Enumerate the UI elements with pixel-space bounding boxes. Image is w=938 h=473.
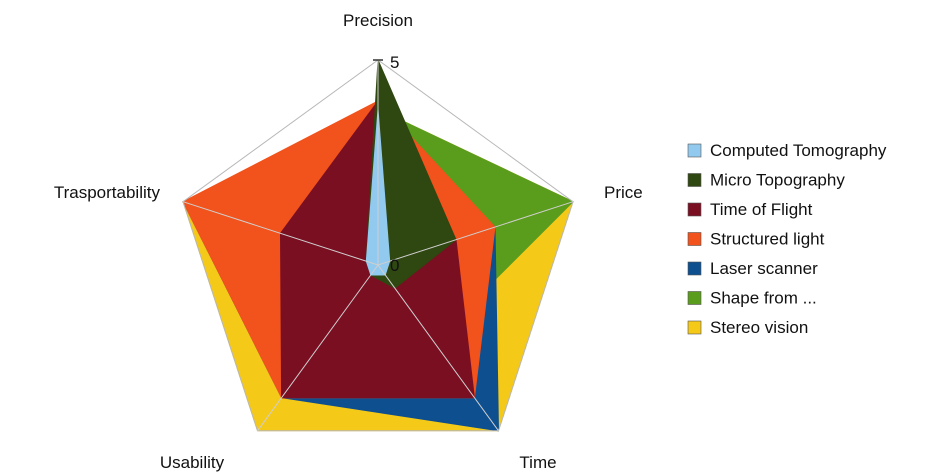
tick-label-max: 5: [390, 53, 399, 72]
legend-label-micro-topography: Micro Topography: [710, 171, 845, 190]
legend-swatch-micro-topography: [687, 173, 702, 187]
legend-label-time-of-flight: Time of Flight: [710, 200, 813, 219]
legend-swatch-shape-from: [687, 291, 702, 305]
series-layer: [182, 59, 574, 432]
legend-label-structured-light: Structured light: [710, 230, 825, 249]
legend-label-stereo-vision: Stereo vision: [710, 318, 808, 337]
spoke-time: [377, 264, 499, 432]
axis-label-trasportability: Trasportability: [54, 183, 161, 202]
legend-label-shape-from: Shape from ...: [710, 289, 817, 308]
legend-label-laser-scanner: Laser scanner: [710, 259, 818, 278]
series-micro-topography: [365, 59, 457, 289]
legend-swatch-structured-light: [687, 232, 702, 246]
spoke-trasportability: [182, 201, 379, 266]
axis-label-price: Price: [604, 183, 643, 202]
axis-label-precision: Precision: [343, 11, 413, 30]
tick-label-min: 0: [390, 256, 399, 275]
legend: Computed Tomography Micro Topography Time …: [687, 141, 887, 337]
legend-swatch-computed-tomography: [687, 143, 702, 158]
grid-layer: [182, 59, 574, 432]
legend-swatch-time-of-flight: [687, 202, 702, 217]
legend-swatch-laser-scanner: [687, 261, 702, 276]
axis-label-time: Time: [519, 453, 556, 472]
axis-label-usability: Usability: [160, 453, 225, 472]
legend-swatch-stereo-vision: [687, 320, 702, 335]
legend-label-computed-tomography: Computed Tomography: [710, 141, 887, 160]
spoke-usability: [257, 264, 379, 432]
grid-outline: [182, 59, 574, 432]
spoke-price: [377, 201, 574, 266]
label-layer: Precision Price Time Usability Trasportabili…: [54, 11, 643, 472]
